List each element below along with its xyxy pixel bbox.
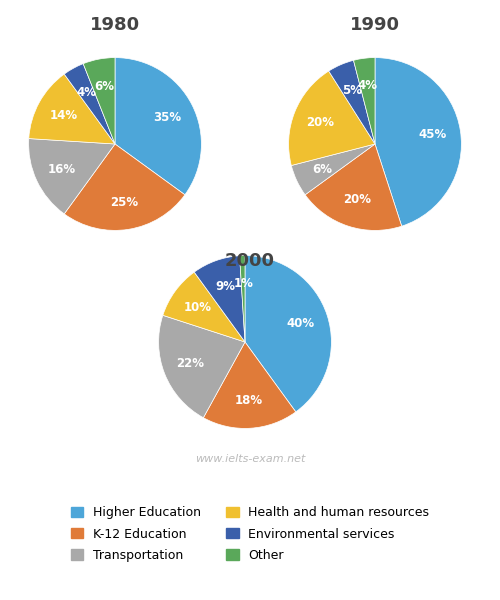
Text: 6%: 6% bbox=[312, 163, 332, 176]
Text: 20%: 20% bbox=[306, 116, 334, 129]
Wedge shape bbox=[115, 58, 202, 195]
Wedge shape bbox=[194, 256, 245, 342]
Text: 16%: 16% bbox=[48, 163, 76, 176]
Legend: Higher Education, K-12 Education, Transportation, Health and human resources, En: Higher Education, K-12 Education, Transp… bbox=[64, 500, 436, 568]
Wedge shape bbox=[240, 256, 245, 342]
Wedge shape bbox=[305, 144, 402, 230]
Wedge shape bbox=[245, 256, 332, 412]
Text: 35%: 35% bbox=[154, 111, 182, 124]
Title: 1990: 1990 bbox=[350, 16, 400, 34]
Wedge shape bbox=[163, 272, 245, 342]
Wedge shape bbox=[288, 71, 375, 166]
Text: 4%: 4% bbox=[76, 86, 96, 99]
Wedge shape bbox=[204, 342, 296, 428]
Wedge shape bbox=[29, 74, 115, 144]
Text: www.ielts-exam.net: www.ielts-exam.net bbox=[195, 454, 305, 464]
Text: 14%: 14% bbox=[50, 109, 78, 122]
Text: 2000: 2000 bbox=[225, 252, 275, 270]
Wedge shape bbox=[158, 316, 245, 418]
Text: 40%: 40% bbox=[287, 317, 315, 331]
Wedge shape bbox=[328, 61, 375, 144]
Text: 5%: 5% bbox=[342, 83, 361, 97]
Wedge shape bbox=[375, 58, 462, 226]
Text: 4%: 4% bbox=[358, 79, 378, 92]
Wedge shape bbox=[28, 139, 115, 214]
Text: 10%: 10% bbox=[184, 301, 212, 314]
Wedge shape bbox=[354, 58, 375, 144]
Text: 9%: 9% bbox=[215, 280, 235, 293]
Text: 45%: 45% bbox=[419, 128, 447, 142]
Title: 1980: 1980 bbox=[90, 16, 140, 34]
Text: 18%: 18% bbox=[234, 394, 263, 407]
Text: 25%: 25% bbox=[110, 196, 138, 209]
Text: 20%: 20% bbox=[343, 193, 371, 206]
Wedge shape bbox=[292, 144, 375, 195]
Wedge shape bbox=[83, 58, 115, 144]
Text: 6%: 6% bbox=[94, 80, 114, 93]
Text: 1%: 1% bbox=[233, 277, 253, 290]
Wedge shape bbox=[64, 64, 115, 144]
Wedge shape bbox=[64, 144, 185, 230]
Text: 22%: 22% bbox=[176, 357, 204, 370]
